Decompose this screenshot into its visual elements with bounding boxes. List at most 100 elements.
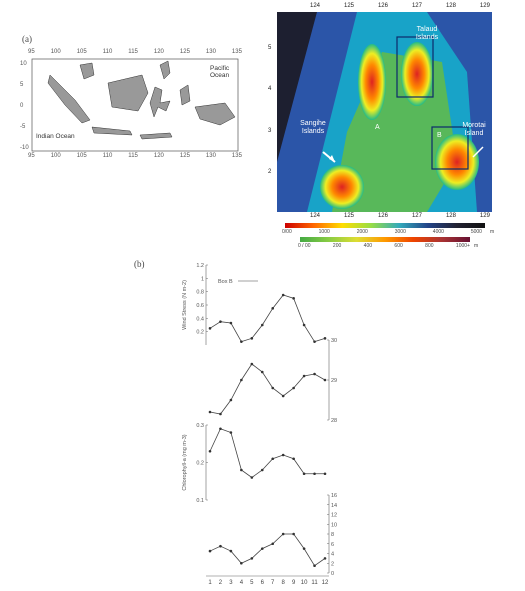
x-tick-label: 6 [261, 580, 265, 586]
sangihe-islands-label: Sangihe Islands [300, 120, 326, 135]
tick: 5 [268, 45, 272, 51]
tick: 3 [268, 127, 272, 134]
tick: 110 [102, 49, 113, 55]
y-tick-label: 1 [201, 276, 204, 282]
sumatra-shape [47, 74, 91, 124]
scale-label: 800 [425, 243, 434, 249]
scale-label: 200 [332, 243, 342, 249]
data-point [313, 340, 316, 343]
data-point [271, 307, 275, 310]
halmahera-shape [179, 84, 191, 106]
box-a-label: A [375, 124, 380, 131]
scale-label: 400 [363, 243, 373, 249]
tick: 110 [102, 153, 113, 159]
data-point [260, 468, 264, 472]
data-point [302, 547, 306, 550]
data-point [323, 337, 327, 340]
x-tick-label: 5 [250, 580, 254, 586]
y-axis-label: SST (°C) [349, 369, 350, 391]
elevation-scale-unit: m [474, 243, 479, 249]
elevation-scale-bar [300, 237, 470, 242]
tick: 128 [445, 213, 456, 219]
tick: 95 [28, 49, 35, 55]
tick: 126 [377, 3, 388, 9]
series-line [209, 294, 326, 343]
map-lat-ticks: 10 5 0 -5 -10 [20, 61, 29, 151]
y-axis-label: Wind Stress (N m-2) [182, 280, 188, 330]
tick: 130 [205, 49, 216, 55]
data-point [271, 386, 275, 390]
timeseries-panel: 1.2 1 0.8 0.6 0.4 0.2 Wind Stress (N m-2) Box B… [160, 255, 350, 590]
data-point [292, 532, 295, 536]
indonesia-map: 95 100 105 110 115 120 125 130 135 95 100 105 110 11… [20, 45, 250, 165]
sangihe-hotspot [320, 165, 364, 209]
data-point [302, 472, 306, 476]
tick: 126 [377, 213, 388, 219]
tick: 105 [76, 49, 87, 55]
x-tick-label: 1 [208, 580, 212, 586]
depth-scale-unit: m [490, 229, 495, 235]
tick: 100 [50, 153, 61, 159]
panel-b-label: (b) [134, 259, 145, 269]
tick: 0 [20, 103, 24, 109]
tick: 105 [76, 153, 87, 159]
data-point [260, 323, 264, 327]
panel-a-label: (a) [22, 34, 32, 44]
data-point [219, 427, 222, 431]
y-tick-label: 0.3 [196, 423, 204, 429]
data-point [219, 412, 222, 416]
scale-label: 0/00 [282, 229, 292, 235]
tick: 10 [20, 61, 27, 67]
data-point [292, 297, 295, 300]
series-line [209, 363, 326, 415]
elevation-scale-labels: 0 / 00 200 400 600 800 1000+ [298, 243, 470, 249]
data-point [240, 468, 243, 472]
data-point [240, 340, 243, 343]
satellite-map: Talaud Islands Sangihe Islands Morotai I… [277, 12, 492, 212]
data-point [250, 362, 254, 366]
tick: 5 [20, 82, 24, 88]
tick: 130 [205, 153, 216, 159]
tick: 125 [343, 3, 354, 9]
papua-shape [194, 102, 236, 126]
data-point [240, 561, 243, 565]
data-point [281, 394, 285, 398]
morotai-hotspot [435, 134, 479, 190]
sat-lon-ticks-top: 124 125 126 127 128 129 [310, 3, 490, 9]
series-line [209, 533, 326, 567]
data-point [313, 472, 316, 476]
data-point [260, 547, 264, 550]
tick: 125 [343, 213, 354, 219]
map-lon-ticks-bottom: 95 100 105 110 115 120 125 130 135 [28, 153, 242, 159]
sulawesi-shape [149, 86, 171, 118]
tick: 120 [153, 153, 164, 159]
scale-label: 0 / 00 [298, 243, 311, 249]
talaud-islands-label: Talaud Islands [415, 26, 439, 41]
y-tick-label: 0 [331, 571, 334, 577]
data-point [323, 472, 327, 476]
scale-label: 600 [394, 243, 403, 249]
y-tick-label: 29 [331, 378, 337, 384]
tick: 125 [179, 49, 190, 55]
tick: 125 [179, 153, 190, 159]
data-point [281, 453, 285, 457]
data-point [219, 544, 222, 548]
y-tick-label: 8 [331, 532, 334, 538]
nusa-tenggara-shape [139, 132, 173, 140]
y-tick-label: 12 [331, 513, 337, 519]
data-point [219, 320, 222, 323]
tick: 120 [153, 49, 164, 55]
data-point [313, 564, 316, 567]
data-point [208, 410, 212, 414]
tick: 124 [310, 213, 321, 219]
data-point [260, 370, 264, 374]
morotai-arrow [472, 146, 484, 158]
y-tick-label: 0.2 [196, 330, 204, 336]
tick: 135 [231, 49, 242, 55]
tick: -10 [20, 145, 29, 151]
tick: 129 [479, 3, 490, 9]
y-tick-label: 0.4 [196, 316, 204, 322]
y-tick-label: 10 [331, 522, 337, 528]
data-point [250, 557, 254, 560]
legend-label: Box B [218, 279, 233, 285]
